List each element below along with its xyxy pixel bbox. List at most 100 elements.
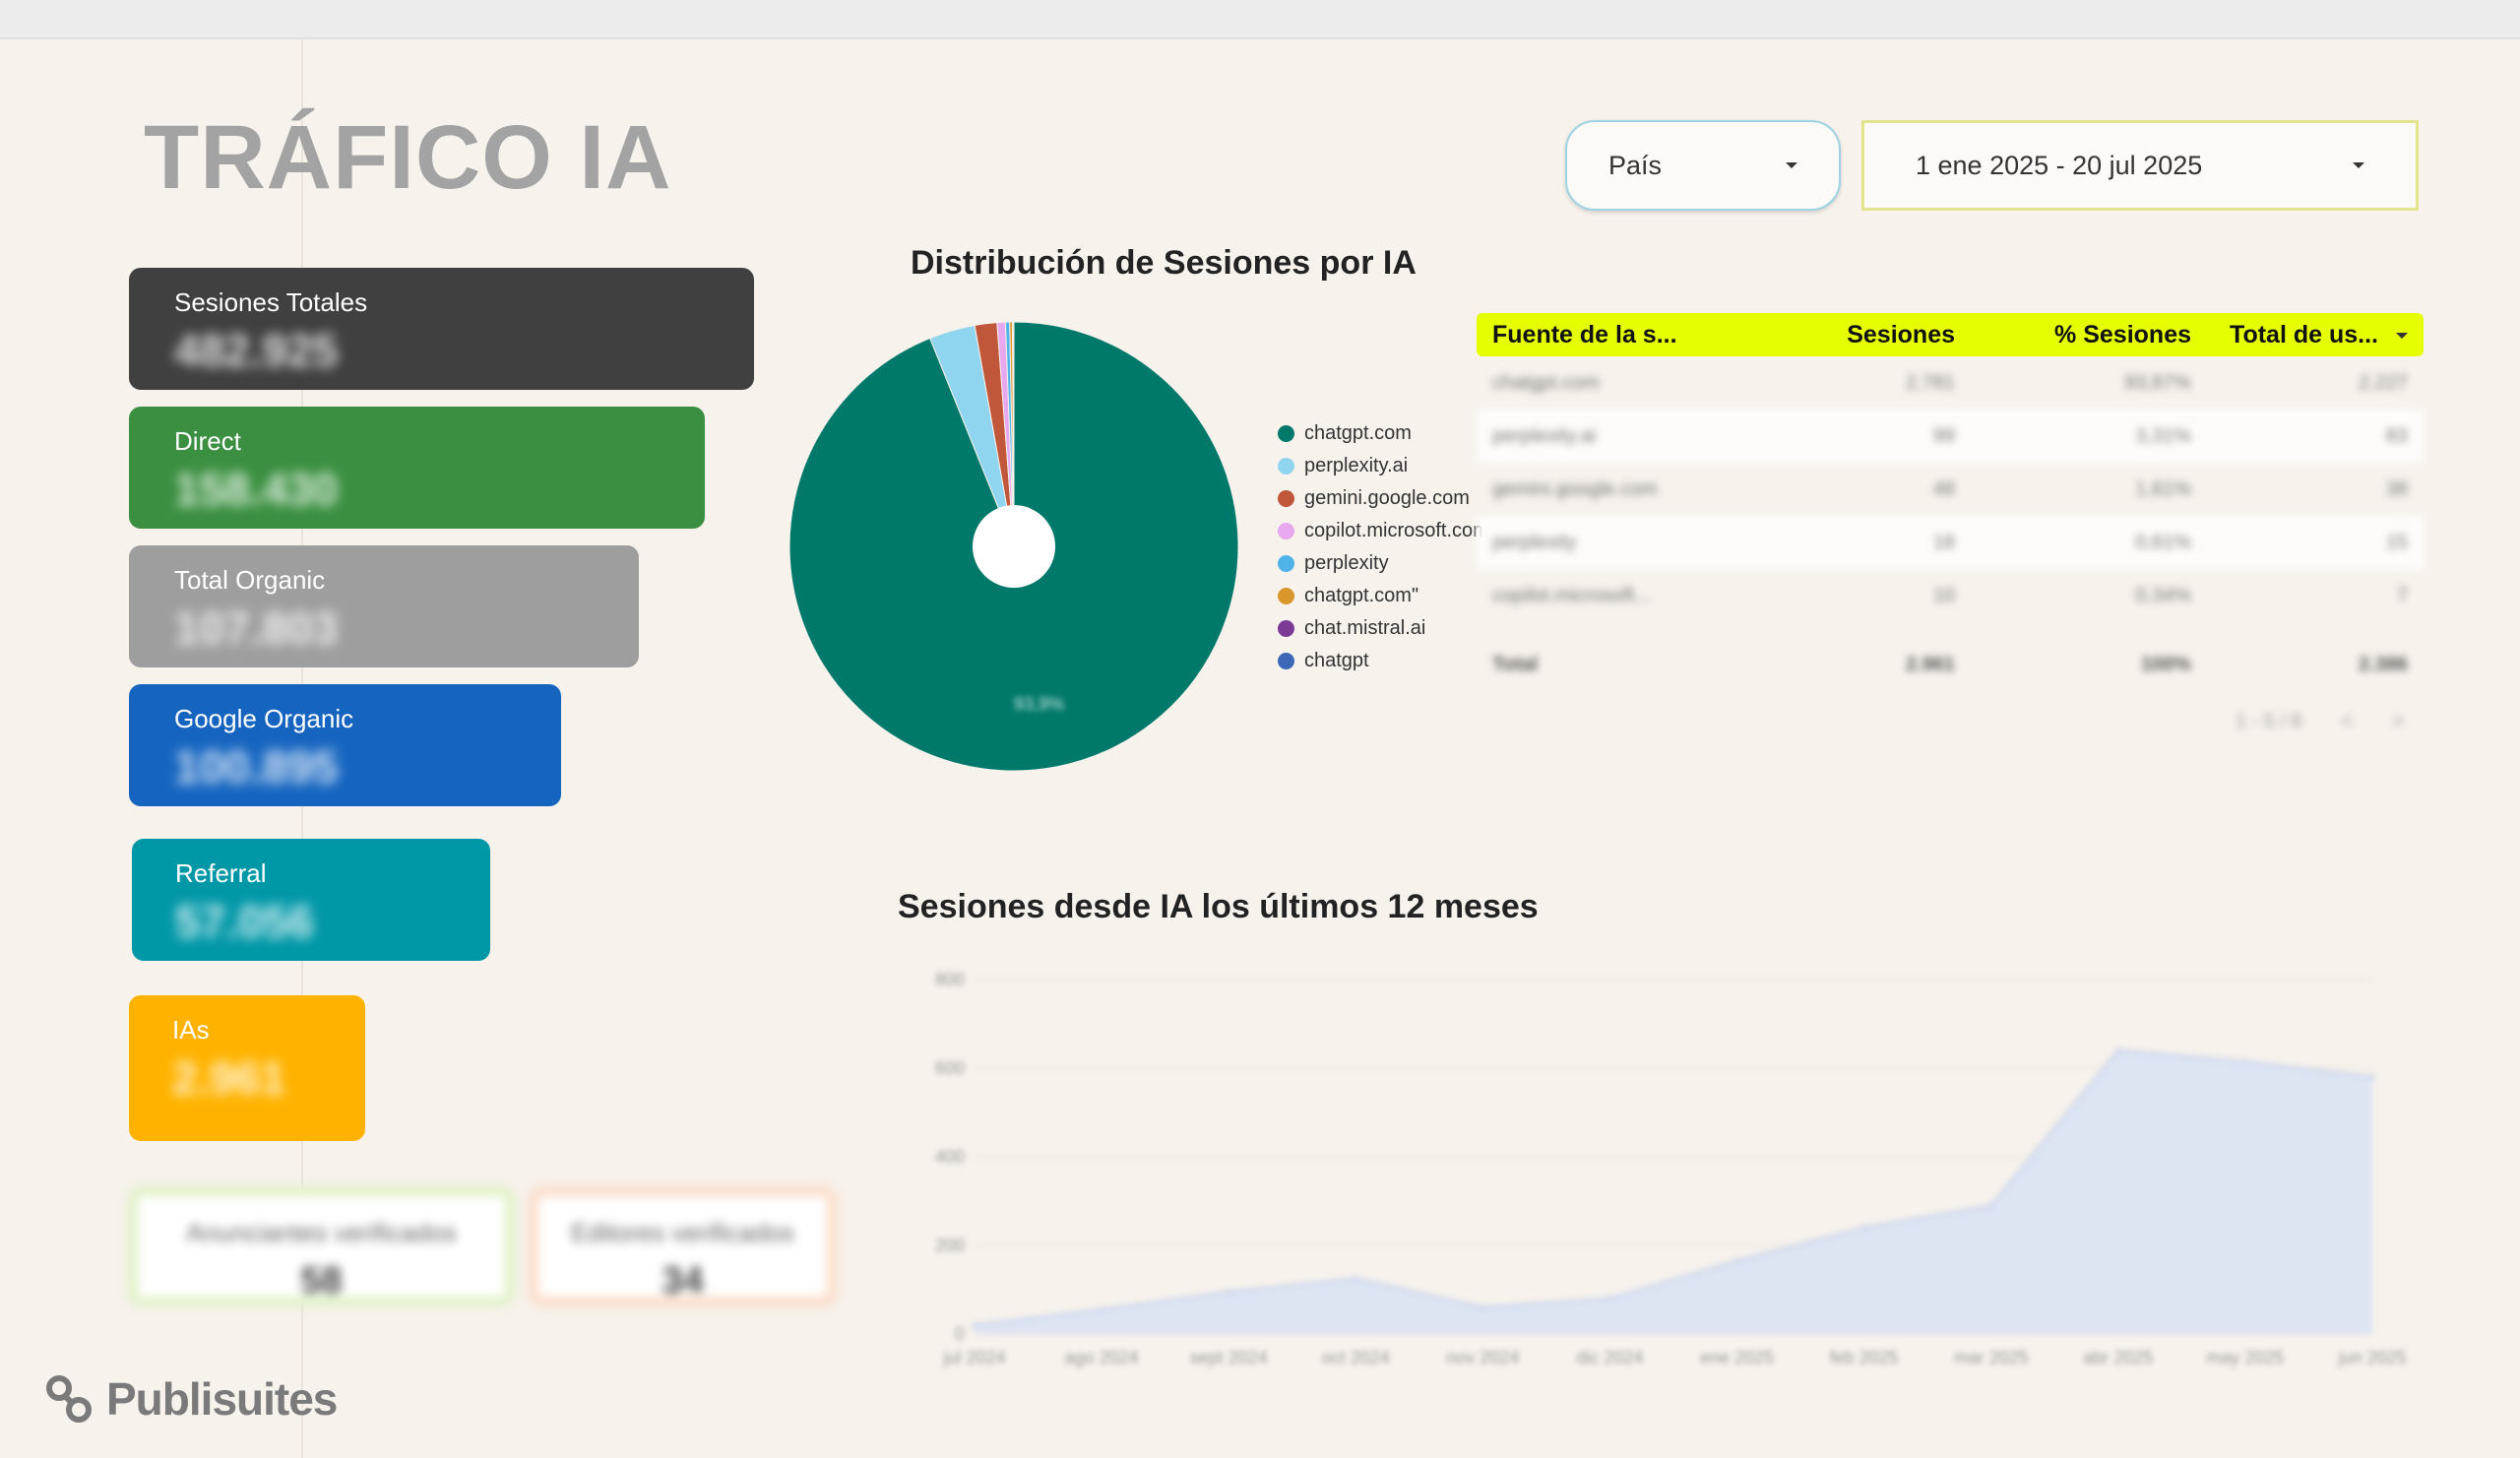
browser-top-bar — [0, 0, 2520, 39]
table-cell: 10 — [1932, 584, 1955, 606]
legend-item-3[interactable]: copilot.microsoft.com — [1278, 515, 1482, 547]
country-filter-dropdown[interactable]: País — [1565, 120, 1841, 211]
table-cell: 0,34% — [2135, 584, 2191, 606]
table-total-row: Total 2.961 100% 2.386 — [1477, 638, 2424, 691]
table-row[interactable]: perplexity.ai 99 3,31% 83 — [1477, 410, 2424, 463]
table-cell: gemini.google.com — [1492, 477, 1658, 500]
x-tick-label: jun 2025 — [2337, 1348, 2406, 1367]
card-label: Editores verificados — [571, 1218, 794, 1247]
data-point-7[interactable] — [1860, 1225, 1867, 1231]
table-cell: 1,61% — [2135, 477, 2191, 500]
legend-swatch — [1278, 620, 1294, 637]
ia-sessions-area-chart: 0 200 400 600 800 jul 2024 ago 2024 sept 2024 oc… — [915, 960, 2431, 1388]
data-point-11[interactable] — [2369, 1074, 2375, 1080]
card-value: 34 — [662, 1260, 704, 1301]
card-value: 58 — [300, 1260, 343, 1301]
table-pager: 1 - 5 / 8 < > — [1477, 711, 2424, 733]
header-percent-sessions[interactable]: % Sesiones — [2054, 320, 2191, 349]
pager-prev-button[interactable]: < — [2341, 711, 2354, 732]
legend-item-7[interactable]: chatgpt — [1278, 645, 1482, 677]
legend-item-6[interactable]: chat.mistral.ai — [1278, 612, 1482, 645]
kpi-label: Referral — [175, 858, 267, 888]
legend-item-2[interactable]: gemini.google.com — [1278, 482, 1482, 515]
legend-label: copilot.microsoft.com — [1304, 520, 1482, 541]
data-point-3[interactable] — [1353, 1275, 1359, 1282]
legend-label: chatgpt — [1304, 650, 1369, 671]
table-row[interactable]: copilot.microsoft... 10 0,34% 7 — [1477, 569, 2424, 622]
legend-label: gemini.google.com — [1304, 487, 1470, 509]
table-row[interactable]: chatgpt.com 2.781 93,87% 2.227 — [1477, 356, 2424, 410]
kpi-value: 107.803 — [174, 602, 339, 654]
legend-swatch — [1278, 458, 1294, 475]
date-range-dropdown[interactable]: 1 ene 2025 - 20 jul 2025 — [1861, 120, 2419, 211]
total-label: Total — [1492, 653, 1539, 675]
kpi-label: Direct — [174, 426, 241, 456]
table-header: Fuente de la s... Sesiones % Sesiones To… — [1477, 313, 2424, 356]
header-total-users[interactable]: Total de us... — [2191, 321, 2416, 349]
header-sessions[interactable]: Sesiones — [1847, 320, 1955, 349]
kpi-label: Total Organic — [174, 565, 326, 595]
pie-chart — [788, 320, 1240, 778]
data-point-10[interactable] — [2241, 1058, 2248, 1065]
data-point-9[interactable] — [2114, 1047, 2121, 1053]
x-tick-label: ago 2024 — [1065, 1348, 1139, 1367]
kpi-card-total-organic: Total Organic 107.803 — [129, 545, 639, 667]
table-cell: 99 — [1932, 424, 1955, 447]
x-tick-label: sept 2024 — [1190, 1348, 1268, 1367]
x-tick-label: may 2025 — [2206, 1348, 2284, 1367]
total-percent: 100% — [2140, 653, 2191, 675]
legend-swatch — [1278, 523, 1294, 539]
pager-next-button[interactable]: > — [2392, 711, 2404, 732]
publisuites-logo: Publisuites — [43, 1372, 338, 1426]
data-point-1[interactable] — [1099, 1306, 1105, 1313]
legend-item-4[interactable]: perplexity — [1278, 547, 1482, 580]
data-point-8[interactable] — [1987, 1202, 1994, 1209]
line-chart-title: Sesiones desde IA los últimos 12 meses — [898, 888, 1539, 925]
y-tick-label: 400 — [935, 1147, 965, 1167]
legend-item-1[interactable]: perplexity.ai — [1278, 450, 1482, 482]
pie-chart-svg — [788, 321, 1239, 772]
data-point-4[interactable] — [1480, 1304, 1486, 1310]
data-point-0[interactable] — [972, 1322, 977, 1328]
x-tick-label: mar 2025 — [1954, 1348, 2029, 1367]
x-tick-label: nov 2024 — [1446, 1348, 1519, 1367]
pie-chart-title: Distribución de Sesiones por IA — [911, 244, 1417, 282]
pie-slice-percent-label: 93,9% — [1014, 694, 1065, 714]
legend-label: chatgpt.com" — [1304, 585, 1419, 606]
kpi-value: 158.430 — [174, 464, 339, 515]
y-tick-label: 800 — [935, 970, 965, 989]
legend-item-5[interactable]: chatgpt.com" — [1278, 580, 1482, 612]
header-source[interactable]: Fuente de la s... — [1492, 320, 1677, 349]
table-cell: 83 — [2385, 424, 2408, 447]
table-cell: 93,87% — [2124, 371, 2191, 394]
kpi-value: 100.895 — [174, 741, 339, 792]
kpi-label: Sesiones Totales — [174, 287, 368, 317]
pie-slice-7[interactable] — [1012, 321, 1015, 547]
donut-hole — [973, 505, 1055, 588]
kpi-card-direct: Direct 158.430 — [129, 407, 705, 529]
pie-legend: chatgpt.com perplexity.ai gemini.google.co… — [1278, 417, 1482, 677]
header-total-users-label: Total de us... — [2230, 320, 2378, 349]
table-cell: copilot.microsoft... — [1492, 584, 1652, 606]
x-tick-label: feb 2025 — [1830, 1348, 1899, 1367]
y-tick-label: 600 — [935, 1058, 965, 1078]
table-cell: 3,31% — [2135, 424, 2191, 447]
x-tick-label: dic 2024 — [1576, 1348, 1643, 1367]
table-cell: 2.781 — [1905, 371, 1955, 394]
area-series[interactable] — [975, 1050, 2372, 1334]
total-sessions: 2.961 — [1905, 653, 1955, 675]
table-row[interactable]: perplexity 18 0,61% 15 — [1477, 516, 2424, 569]
data-point-5[interactable] — [1606, 1296, 1613, 1301]
legend-item-0[interactable]: chatgpt.com — [1278, 417, 1482, 450]
x-tick-label: jul 2024 — [942, 1348, 1005, 1367]
area-chart-svg: 0 200 400 600 800 jul 2024 ago 2024 sept 2024 oc… — [935, 970, 2407, 1367]
data-point-2[interactable] — [1226, 1289, 1232, 1296]
x-tick-label: ene 2025 — [1700, 1348, 1774, 1367]
table-cell: 0,61% — [2135, 531, 2191, 553]
table-cell: perplexity — [1492, 531, 1577, 553]
area-series-line — [974, 1048, 2373, 1327]
data-point-6[interactable] — [1733, 1257, 1740, 1264]
legend-swatch — [1278, 555, 1294, 572]
table-cell: 15 — [2385, 531, 2408, 553]
table-row[interactable]: gemini.google.com 48 1,61% 38 — [1477, 463, 2424, 516]
